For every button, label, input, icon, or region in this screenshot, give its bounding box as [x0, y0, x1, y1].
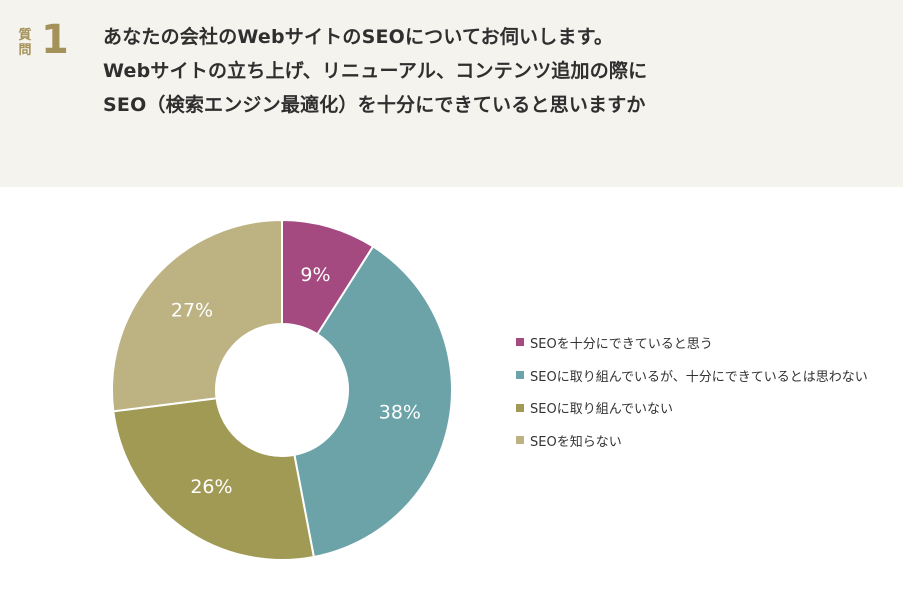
question-text: あなたの会社のWebサイトのSEOについてお伺いします。 Webサイトの立ち上げ… [103, 20, 883, 122]
legend-label: SEOを十分にできていると思う [530, 336, 713, 352]
slice-label: 26% [190, 476, 232, 498]
donut-slice [293, 245, 454, 559]
legend-label: SEOに取り組んでいるが、十分にできているとは思わない [530, 369, 868, 385]
donut-slice [112, 397, 316, 561]
legend-label: SEOを知らない [530, 434, 622, 450]
legend-item: SEOを知らない [516, 424, 868, 457]
question-line: SEO（検索エンジン最適化）を十分にできていると思いますか [103, 94, 646, 116]
question-header: 質問 1 あなたの会社のWebサイトのSEOについてお伺いします。 Webサイト… [0, 0, 903, 187]
legend-swatch [516, 371, 524, 380]
legend-swatch [516, 403, 524, 412]
question-line: Webサイトの立ち上げ、リニューアル、コンテンツ追加の際に [103, 60, 648, 82]
slice-label: 9% [300, 264, 330, 286]
legend-item: SEOを十分にできていると思う [516, 326, 868, 359]
donut-slice [110, 218, 283, 413]
legend-item: SEOに取り組んでいるが、十分にできているとは思わない [516, 359, 868, 392]
question-line: あなたの会社のWebサイトのSEOについてお伺いします。 [103, 26, 614, 48]
legend-item: SEOに取り組んでいない [516, 391, 868, 424]
question-number: 1 [41, 17, 69, 63]
donut-chart: 9% 38% 26% 27% [110, 218, 454, 561]
chart-legend: SEOを十分にできていると思う SEOに取り組んでいるが、十分にできているとは思… [516, 326, 868, 457]
legend-swatch [516, 338, 524, 347]
legend-swatch [516, 436, 524, 445]
slice-label: 27% [171, 300, 213, 322]
slice-label: 38% [379, 401, 421, 423]
question-label: 質問 [18, 28, 32, 58]
legend-label: SEOに取り組んでいない [530, 402, 674, 418]
